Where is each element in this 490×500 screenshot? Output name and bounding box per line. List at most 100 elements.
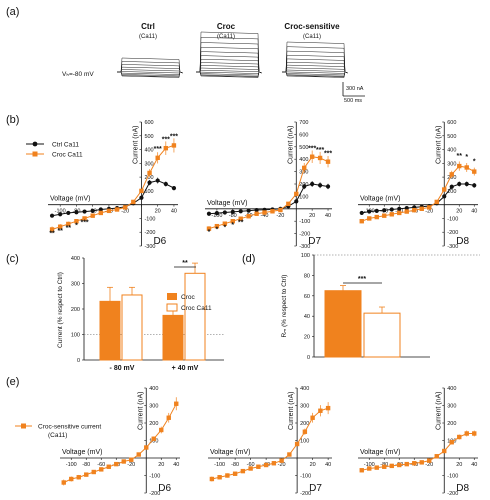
significance-star: ** <box>57 228 63 235</box>
series-line-1 <box>361 165 475 222</box>
significance-star: *** <box>308 146 316 153</box>
data-point <box>271 461 277 466</box>
data-point <box>106 464 111 469</box>
data-point <box>139 195 144 200</box>
data-point <box>66 221 71 227</box>
data-point <box>382 208 387 213</box>
chart-e-d6: -100-80-60-40-202040-200-100100200300400… <box>60 386 180 497</box>
chart-b-d6: -100-80-60-40-202040-300-200-10010020030… <box>48 120 178 250</box>
y-tick-label: 200 <box>144 175 153 181</box>
data-point <box>310 415 315 420</box>
data-point <box>302 184 307 189</box>
trace-2-4 <box>282 71 349 74</box>
data-point <box>449 184 454 189</box>
data-point <box>457 181 462 187</box>
data-point <box>114 461 119 467</box>
x-tick-label: -100 <box>211 213 222 219</box>
data-point <box>397 462 402 468</box>
y-tick-label: -200 <box>447 491 458 497</box>
significance-star: ** <box>182 260 188 267</box>
series-line-0 <box>361 433 475 471</box>
y-tick-label: -100 <box>447 474 458 480</box>
y-tick-label: 100 <box>301 253 310 259</box>
legend-swatch-croc <box>167 293 177 300</box>
data-point <box>302 165 307 171</box>
data-point <box>404 206 409 211</box>
x-tick-label: 40 <box>325 462 331 468</box>
y-axis-label: Current (% respect to Ctrl) <box>57 272 64 348</box>
data-point <box>171 143 177 148</box>
legend-label-croc: Croc Ca11 <box>52 152 83 159</box>
data-point <box>166 415 171 420</box>
y-tick-label: 600 <box>144 120 153 126</box>
chart-e-d8: -100-80-60-40-202040-200-100100200300400… <box>358 386 478 497</box>
x-tick-label: -100 <box>55 209 66 215</box>
data-point <box>214 223 220 229</box>
data-point <box>262 210 267 215</box>
y-tick-label: 20 <box>304 335 310 341</box>
significance-star: *** <box>80 220 88 227</box>
data-point <box>163 145 169 151</box>
trace-1-15 <box>196 31 263 74</box>
bar <box>324 290 362 358</box>
y-axis-label: Current (nA) <box>137 391 144 430</box>
significance-star: * <box>473 158 476 165</box>
trace-0-4 <box>117 71 184 74</box>
x-tick-label: 20 <box>456 209 462 215</box>
chart-e-d7: -100-80-60-40-202040-200-100100200300400… <box>208 386 332 497</box>
data-point <box>155 178 160 183</box>
x-tick-label: -80 <box>82 462 90 468</box>
data-point <box>427 205 432 210</box>
series-line-1 <box>51 144 175 230</box>
chart-title: D8 <box>456 483 469 494</box>
data-point <box>217 475 222 480</box>
y-tick-label: 100 <box>447 189 456 195</box>
x-axis-label: Voltage (mV) <box>62 449 102 456</box>
y-tick-label: 200 <box>71 307 80 313</box>
data-point <box>325 159 331 164</box>
data-point <box>61 480 66 485</box>
data-point <box>155 155 160 161</box>
y-tick-label: 100 <box>300 439 309 445</box>
data-point <box>464 181 469 187</box>
data-point <box>209 476 215 482</box>
chart-c-bars: 0 100 200 300 400 Current (% respect to Ctrl)… <box>57 256 224 372</box>
data-point <box>367 216 372 221</box>
data-point <box>114 207 120 212</box>
data-point <box>230 219 235 224</box>
y-tick-label: 300 <box>149 404 158 410</box>
x-tick-label: -40 <box>261 213 269 219</box>
data-point <box>317 155 323 161</box>
x-tick-label: 40 <box>171 209 177 215</box>
y-tick-label: 100 <box>149 439 158 445</box>
significance-star: *** <box>162 136 170 143</box>
series-line-0 <box>208 183 329 215</box>
bar <box>121 294 143 361</box>
legend-marker-croc-sensitive <box>21 423 26 429</box>
legend-label-c-croc-ca11: Croc Ca11 <box>181 305 212 312</box>
data-point <box>84 472 89 477</box>
data-point <box>129 457 134 462</box>
data-point <box>412 461 417 466</box>
data-point <box>464 431 469 436</box>
significance-star: *** <box>324 150 332 157</box>
data-point <box>457 434 462 440</box>
data-point <box>404 461 409 467</box>
y-tick-label: -200 <box>299 232 310 238</box>
y-axis-label: Current (nA) <box>435 391 442 430</box>
data-point <box>98 207 103 212</box>
significance-star: *** <box>154 146 162 153</box>
data-point <box>174 401 179 406</box>
x-tick-label: -20 <box>121 209 129 215</box>
a-sub-croc: (Ca11) <box>217 34 235 40</box>
data-point <box>238 209 243 214</box>
series-line-0 <box>52 180 175 217</box>
x-tick-label: -20 <box>425 462 433 468</box>
scale-bar-current: 300 nA <box>346 86 364 92</box>
y-axis-label: Current (nA) <box>287 125 294 164</box>
x-tick-label: 20 <box>155 209 161 215</box>
x-tick-label: -100 <box>214 462 225 468</box>
data-point <box>151 436 156 441</box>
data-point <box>206 211 212 216</box>
data-point <box>325 405 331 411</box>
